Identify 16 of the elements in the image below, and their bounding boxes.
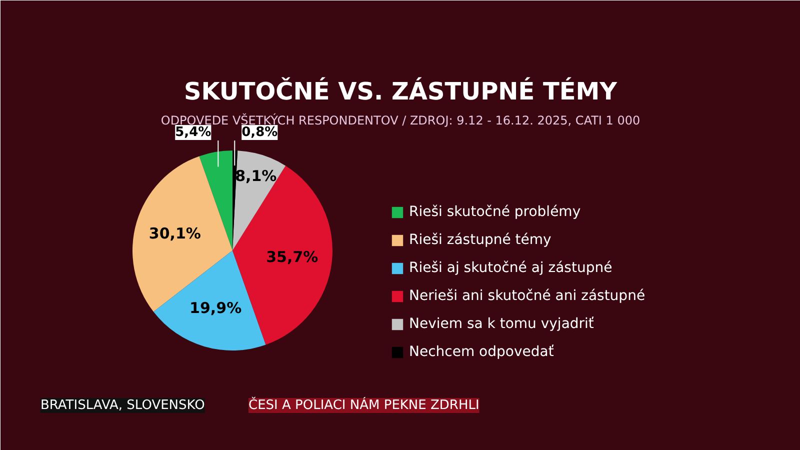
legend-label: Rieši zástupné témy bbox=[409, 232, 552, 248]
data-label: 19,9% bbox=[190, 299, 242, 318]
legend-label: Neviem sa k tomu vyjadriť bbox=[409, 316, 594, 332]
legend-label: Rieši skutočné problémy bbox=[409, 204, 581, 220]
data-label: 30,1% bbox=[148, 224, 201, 243]
text: ČESI A POLIACI NÁM PEKNE ZDRHLI bbox=[248, 396, 480, 413]
chart-subtitle: ODPOVEDE VŠETKÝCH RESPONDENTOV / ZDROJ: 9.12 - 16.12. 2025, CATI 1 000 bbox=[160, 112, 640, 128]
data-label: 0,8% bbox=[242, 125, 278, 140]
data-label: 8,1% bbox=[235, 167, 277, 186]
data-label: 5,4% bbox=[175, 125, 212, 140]
text: BRATISLAVA, SLOVENSKO bbox=[40, 398, 205, 413]
legend-label: Nerieši ani skutočné ani zástupné bbox=[409, 288, 646, 304]
legend-label: Nechcem odpovedať bbox=[409, 344, 554, 360]
chart-title: SKUTOČNÉ VS. ZÁSTUPNÉ TÉMY bbox=[184, 76, 618, 106]
legend-label: Rieši aj skutočné aj zástupné bbox=[409, 260, 612, 276]
data-label: 35,7% bbox=[266, 248, 318, 266]
